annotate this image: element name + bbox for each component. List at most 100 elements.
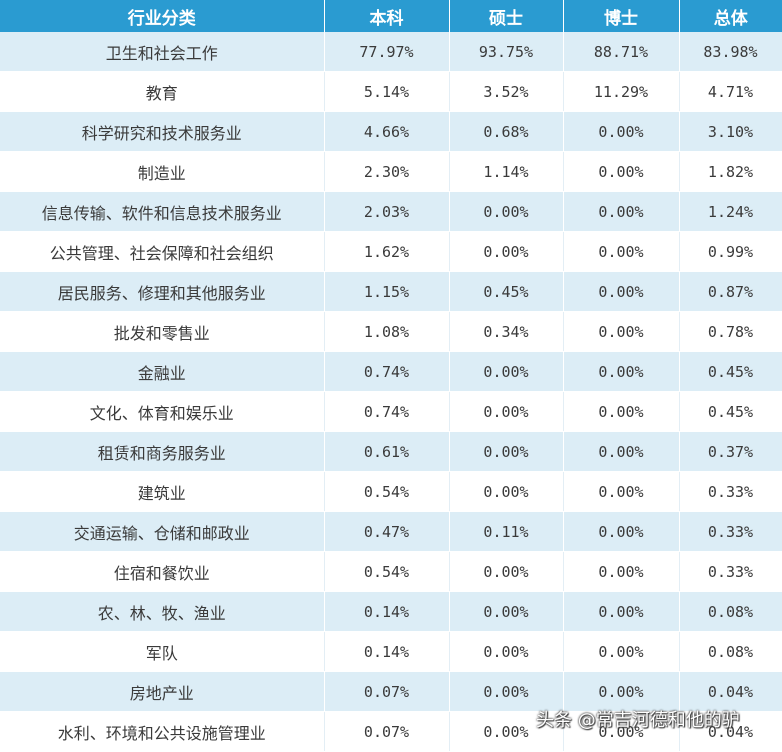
cell-bachelor: 2.30% <box>324 151 450 192</box>
cell-master: 0.00% <box>449 391 564 432</box>
cell-overall: 0.04% <box>679 671 782 712</box>
table-row: 金融业 0.74% 0.00% 0.00% 0.45% <box>0 351 782 392</box>
cell-overall: 0.08% <box>679 591 782 632</box>
cell-doctor: 0.00% <box>563 431 680 472</box>
table-row: 文化、体育和娱乐业 0.74% 0.00% 0.00% 0.45% <box>0 391 782 432</box>
cell-doctor: 11.29% <box>563 71 680 112</box>
cell-doctor: 0.00% <box>563 151 680 192</box>
cell-industry: 农、林、牧、渔业 <box>0 591 325 632</box>
cell-doctor: 0.00% <box>563 111 680 152</box>
cell-doctor: 0.00% <box>563 591 680 632</box>
cell-bachelor: 1.15% <box>324 271 450 312</box>
table-row: 租赁和商务服务业 0.61% 0.00% 0.00% 0.37% <box>0 431 782 472</box>
table-row: 科学研究和技术服务业 4.66% 0.68% 0.00% 3.10% <box>0 111 782 152</box>
cell-bachelor: 0.07% <box>324 671 450 712</box>
cell-bachelor: 1.62% <box>324 231 450 272</box>
table-row: 交通运输、仓储和邮政业 0.47% 0.11% 0.00% 0.33% <box>0 511 782 552</box>
cell-bachelor: 0.47% <box>324 511 450 552</box>
cell-overall: 0.45% <box>679 391 782 432</box>
table-row: 居民服务、修理和其他服务业 1.15% 0.45% 0.00% 0.87% <box>0 271 782 312</box>
cell-doctor: 0.00% <box>563 671 680 712</box>
cell-doctor: 0.00% <box>563 271 680 312</box>
cell-overall: 0.45% <box>679 351 782 392</box>
cell-master: 0.00% <box>449 471 564 512</box>
cell-master: 0.00% <box>449 631 564 672</box>
cell-overall: 0.33% <box>679 471 782 512</box>
cell-doctor: 0.00% <box>563 311 680 352</box>
cell-industry: 租赁和商务服务业 <box>0 431 325 472</box>
cell-master: 0.11% <box>449 511 564 552</box>
cell-bachelor: 0.07% <box>324 711 450 752</box>
cell-bachelor: 0.74% <box>324 351 450 392</box>
cell-bachelor: 2.03% <box>324 191 450 232</box>
cell-industry: 交通运输、仓储和邮政业 <box>0 511 325 552</box>
table-row: 住宿和餐饮业 0.54% 0.00% 0.00% 0.33% <box>0 551 782 592</box>
cell-bachelor: 0.14% <box>324 631 450 672</box>
cell-doctor: 0.00% <box>563 351 680 392</box>
cell-master: 0.00% <box>449 431 564 472</box>
cell-industry: 科学研究和技术服务业 <box>0 111 325 152</box>
header-overall: 总体 <box>679 0 782 32</box>
cell-industry: 公共管理、社会保障和社会组织 <box>0 231 325 272</box>
cell-bachelor: 0.74% <box>324 391 450 432</box>
cell-master: 0.00% <box>449 551 564 592</box>
table-body: 卫生和社会工作 77.97% 93.75% 88.71% 83.98% 教育 5.14% 3.… <box>0 32 782 752</box>
cell-overall: 3.10% <box>679 111 782 152</box>
cell-doctor: 0.00% <box>563 231 680 272</box>
cell-overall: 0.87% <box>679 271 782 312</box>
cell-overall: 0.33% <box>679 511 782 552</box>
cell-doctor: 0.00% <box>563 191 680 232</box>
cell-doctor: 0.00% <box>563 391 680 432</box>
cell-master: 0.00% <box>449 671 564 712</box>
cell-master: 0.00% <box>449 711 564 752</box>
table-row: 卫生和社会工作 77.97% 93.75% 88.71% 83.98% <box>0 32 782 72</box>
cell-doctor: 0.00% <box>563 471 680 512</box>
cell-overall: 0.33% <box>679 551 782 592</box>
table-row: 房地产业 0.07% 0.00% 0.00% 0.04% <box>0 671 782 712</box>
table-row: 建筑业 0.54% 0.00% 0.00% 0.33% <box>0 471 782 512</box>
table-row: 军队 0.14% 0.00% 0.00% 0.08% <box>0 631 782 672</box>
cell-overall: 0.99% <box>679 231 782 272</box>
cell-master: 0.00% <box>449 591 564 632</box>
cell-industry: 制造业 <box>0 151 325 192</box>
cell-overall: 0.08% <box>679 631 782 672</box>
cell-industry: 居民服务、修理和其他服务业 <box>0 271 325 312</box>
cell-doctor: 0.00% <box>563 511 680 552</box>
table-row: 批发和零售业 1.08% 0.34% 0.00% 0.78% <box>0 311 782 352</box>
cell-industry: 教育 <box>0 71 325 112</box>
cell-industry: 信息传输、软件和信息技术服务业 <box>0 191 325 232</box>
header-row: 行业分类 本科 硕士 博士 总体 <box>0 0 782 32</box>
cell-industry: 卫生和社会工作 <box>0 32 325 72</box>
cell-master: 1.14% <box>449 151 564 192</box>
cell-bachelor: 77.97% <box>324 32 450 72</box>
table-row: 农、林、牧、渔业 0.14% 0.00% 0.00% 0.08% <box>0 591 782 632</box>
cell-master: 0.68% <box>449 111 564 152</box>
cell-overall: 0.37% <box>679 431 782 472</box>
cell-bachelor: 5.14% <box>324 71 450 112</box>
cell-bachelor: 0.54% <box>324 551 450 592</box>
cell-doctor: 88.71% <box>563 32 680 72</box>
cell-industry: 水利、环境和公共设施管理业 <box>0 711 325 752</box>
cell-bachelor: 4.66% <box>324 111 450 152</box>
cell-master: 0.00% <box>449 191 564 232</box>
table-row: 教育 5.14% 3.52% 11.29% 4.71% <box>0 71 782 112</box>
table-row: 信息传输、软件和信息技术服务业 2.03% 0.00% 0.00% 1.24% <box>0 191 782 232</box>
table-row: 制造业 2.30% 1.14% 0.00% 1.82% <box>0 151 782 192</box>
cell-overall: 1.82% <box>679 151 782 192</box>
cell-bachelor: 1.08% <box>324 311 450 352</box>
header-doctor: 博士 <box>563 0 680 32</box>
cell-industry: 军队 <box>0 631 325 672</box>
cell-master: 0.00% <box>449 231 564 272</box>
cell-industry: 建筑业 <box>0 471 325 512</box>
cell-overall: 0.78% <box>679 311 782 352</box>
cell-master: 93.75% <box>449 32 564 72</box>
cell-industry: 住宿和餐饮业 <box>0 551 325 592</box>
cell-overall: 1.24% <box>679 191 782 232</box>
header-bachelor: 本科 <box>324 0 450 32</box>
cell-overall: 83.98% <box>679 32 782 72</box>
header-industry: 行业分类 <box>0 0 325 32</box>
cell-doctor: 0.00% <box>563 631 680 672</box>
cell-overall: 0.04% <box>679 711 782 752</box>
cell-doctor: 0.00% <box>563 551 680 592</box>
table-row: 水利、环境和公共设施管理业 0.07% 0.00% 0.00% 0.04% <box>0 711 782 752</box>
